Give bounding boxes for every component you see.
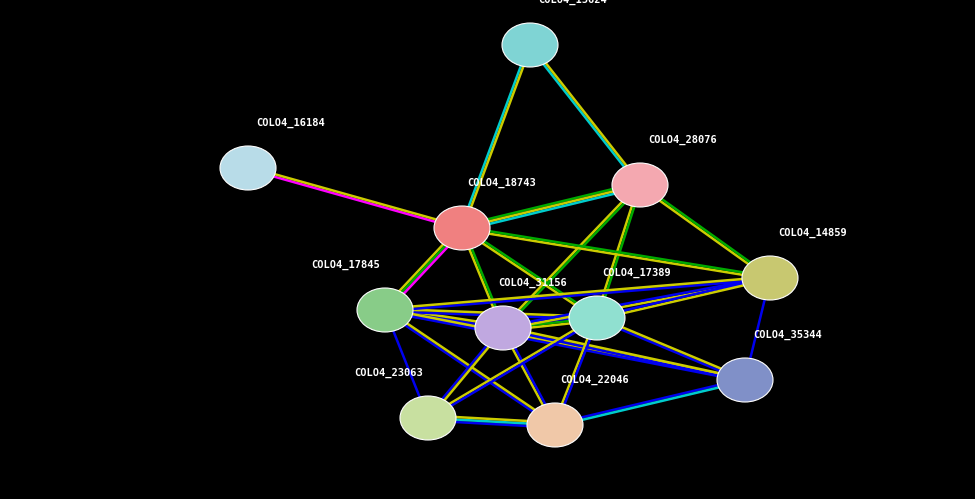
Text: COLO4_16184: COLO4_16184 (256, 118, 325, 128)
Text: COLO4_14859: COLO4_14859 (778, 228, 846, 238)
Ellipse shape (717, 358, 773, 402)
Text: COLO4_22046: COLO4_22046 (560, 375, 629, 385)
Ellipse shape (502, 23, 558, 67)
Ellipse shape (475, 306, 531, 350)
Text: COLO4_23063: COLO4_23063 (354, 368, 423, 378)
Text: COLO4_28076: COLO4_28076 (648, 135, 717, 145)
Ellipse shape (400, 396, 456, 440)
Ellipse shape (434, 206, 490, 250)
Text: COLO4_18743: COLO4_18743 (467, 178, 535, 188)
Text: COLO4_31156: COLO4_31156 (498, 278, 566, 288)
Ellipse shape (220, 146, 276, 190)
Ellipse shape (742, 256, 798, 300)
Ellipse shape (527, 403, 583, 447)
Text: COLO4_15624: COLO4_15624 (538, 0, 606, 5)
Text: COLO4_17389: COLO4_17389 (602, 268, 671, 278)
Ellipse shape (357, 288, 413, 332)
Text: COLO4_17845: COLO4_17845 (311, 260, 380, 270)
Ellipse shape (569, 296, 625, 340)
Text: COLO4_35344: COLO4_35344 (753, 330, 822, 340)
Ellipse shape (612, 163, 668, 207)
